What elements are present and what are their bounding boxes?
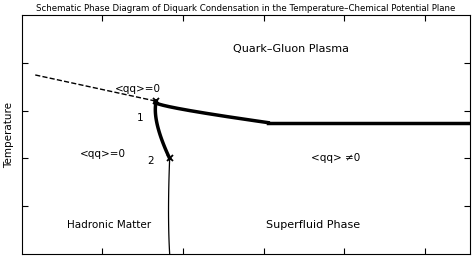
Y-axis label: Temperature: Temperature <box>4 102 14 168</box>
Text: <qq>=0: <qq>=0 <box>115 84 161 94</box>
Text: Quark–Gluon Plasma: Quark–Gluon Plasma <box>233 44 348 54</box>
Text: <qq>=0: <qq>=0 <box>80 149 126 159</box>
Text: Hadronic Matter: Hadronic Matter <box>67 220 151 230</box>
Title: Schematic Phase Diagram of Diquark Condensation in the Temperature–Chemical Pote: Schematic Phase Diagram of Diquark Conde… <box>36 4 456 13</box>
Text: 2: 2 <box>147 156 154 166</box>
Text: <qq> ≠0: <qq> ≠0 <box>311 154 360 163</box>
Text: Superfluid Phase: Superfluid Phase <box>266 220 360 230</box>
Text: 1: 1 <box>137 113 144 123</box>
